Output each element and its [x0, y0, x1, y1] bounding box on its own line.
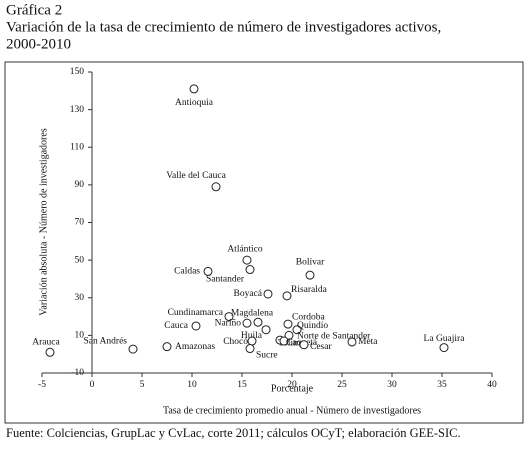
source: Fuente: Colciencias, GrupLac y CvLac, co… — [6, 426, 461, 440]
point-label: Santander — [206, 275, 245, 285]
point-label: Sucre — [256, 351, 278, 361]
point-label: Atlántico — [227, 244, 263, 254]
x-tick-label: 40 — [487, 380, 497, 390]
y-axis-label: Variación absoluta - Número de investiga… — [38, 128, 49, 316]
x-tick-label: 30 — [387, 380, 397, 390]
point-label: Cundinamarca — [168, 308, 224, 318]
point — [245, 344, 255, 354]
y-tick-label: 30 — [75, 293, 85, 303]
chart-subtitle: Variación de la tasa de crecimiento de n… — [6, 19, 441, 35]
chart-title: Gráfica 2 — [6, 2, 62, 18]
point — [211, 182, 221, 192]
point — [245, 265, 255, 275]
point — [45, 347, 55, 357]
y-tick-label: 90 — [75, 180, 85, 190]
point-label: Chocó — [223, 337, 248, 347]
point-label: Norte de Santander — [297, 332, 371, 342]
point-label: Tolima — [278, 338, 306, 348]
y-tick-label: -10 — [71, 368, 84, 378]
y-tick-label: 70 — [75, 218, 85, 228]
point-label: Boyacá — [234, 289, 263, 299]
point — [282, 291, 292, 301]
point — [224, 312, 234, 322]
point-label: Bolívar — [296, 257, 325, 267]
point-label: Amazonas — [175, 342, 215, 352]
point — [292, 325, 302, 335]
chart-subtitle: 2000-2010 — [6, 36, 71, 52]
point — [162, 342, 172, 352]
point — [203, 266, 213, 276]
point — [242, 255, 252, 265]
point-label: Caldas — [174, 267, 200, 277]
x-tick-label: 25 — [337, 380, 347, 390]
point-label: Risaralda — [291, 285, 328, 295]
point — [283, 319, 293, 329]
y-tick-label: 10 — [75, 331, 85, 341]
x-tick-label: 15 — [237, 380, 247, 390]
x-tick-label: -5 — [38, 380, 46, 390]
point-label: Magdalena — [231, 308, 274, 318]
x-axis-label: Porcentaje — [271, 383, 314, 394]
x-tick-label: 35 — [437, 380, 447, 390]
point — [242, 318, 252, 328]
point-label: Cauca — [164, 321, 189, 331]
y-tick-label: 110 — [70, 142, 84, 152]
point — [347, 337, 357, 347]
point — [247, 336, 257, 346]
y-tick-label: 130 — [70, 105, 85, 115]
point-label: Nariño — [215, 318, 242, 328]
point-label: Quindío — [297, 321, 328, 331]
point — [128, 344, 138, 354]
point-label: Antioquia — [175, 98, 214, 108]
point — [305, 270, 315, 280]
point-label: Huila — [241, 331, 263, 341]
point-label: Cordoba — [292, 312, 326, 322]
point — [263, 289, 273, 299]
x-tick-label: 5 — [140, 380, 145, 390]
y-tick-label: 50 — [75, 255, 85, 265]
point — [261, 325, 271, 335]
x-tick-label: 10 — [187, 380, 197, 390]
point — [253, 317, 263, 327]
frame — [4, 61, 524, 424]
point-label: La Guajira — [424, 334, 466, 344]
x-tick-label: 0 — [90, 380, 95, 390]
x-axis-label: Tasa de crecimiento promedio anual - Núm… — [163, 405, 421, 416]
point — [299, 340, 309, 350]
x-tick-label: 20 — [287, 380, 297, 390]
point — [284, 330, 294, 340]
point — [189, 84, 199, 94]
point-label: Meta — [358, 337, 378, 347]
point-label: Cesar — [310, 342, 332, 352]
point-label: San Andrés — [83, 336, 127, 346]
point — [439, 343, 449, 353]
point — [279, 336, 289, 346]
point-label: Arauca — [32, 337, 60, 347]
y-tick-label: 150 — [70, 67, 85, 77]
point-label: Valle del Cauca — [166, 171, 226, 181]
point — [191, 321, 201, 331]
